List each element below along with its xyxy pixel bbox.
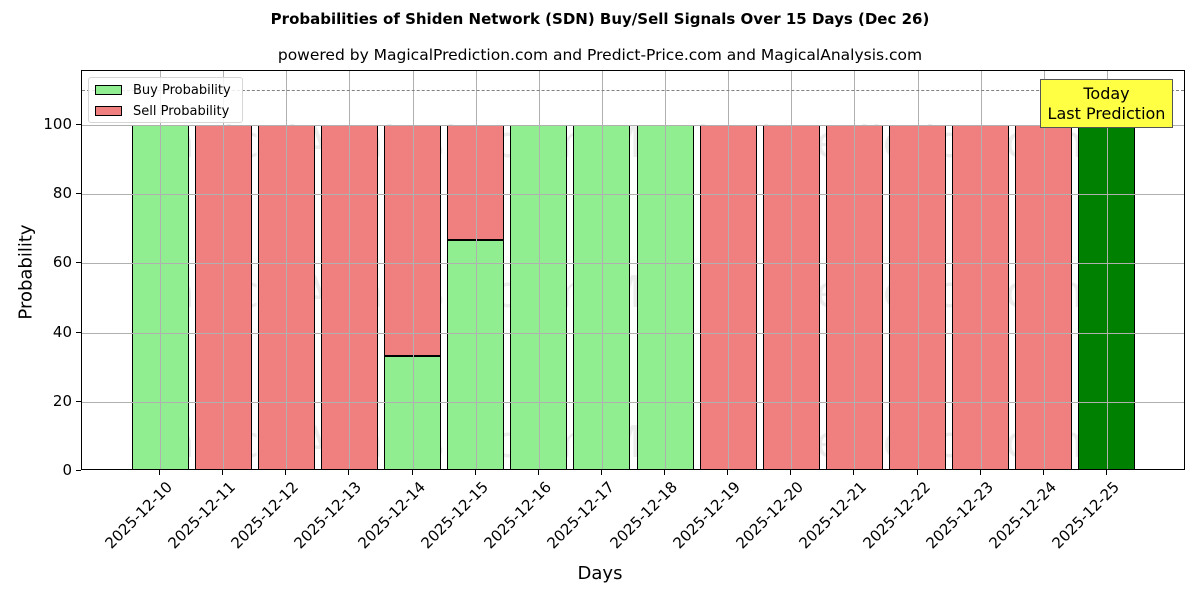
grid-line-horizontal (82, 401, 1184, 403)
y-tick (76, 400, 81, 402)
legend-item-sell: Sell Probability (95, 103, 229, 119)
grid-line-vertical (791, 71, 793, 469)
grid-line-horizontal (82, 263, 1184, 265)
grid-line-vertical (917, 71, 919, 469)
today-label: Today (1083, 84, 1130, 103)
x-tick (159, 470, 160, 475)
x-tick-label: 2025-12-18 (606, 478, 681, 553)
grid-line-horizontal (82, 194, 1184, 196)
x-tick (916, 470, 918, 475)
x-tick-label: 2025-12-10 (101, 478, 176, 553)
legend-buy-label: Buy Probability (133, 82, 231, 98)
x-tick-label: 2025-12-25 (1048, 478, 1123, 553)
x-tick-label: 2025-12-16 (480, 478, 555, 553)
y-tick-label: 0 (62, 461, 72, 479)
x-tick (979, 470, 981, 475)
x-tick (474, 470, 476, 475)
x-tick-label: 2025-12-23 (922, 478, 997, 553)
x-tick (222, 470, 224, 475)
legend: Buy Probability Sell Probability (88, 77, 243, 123)
x-tick-label: 2025-12-14 (354, 478, 429, 553)
y-tick (76, 124, 81, 125)
x-tick-label: 2025-12-20 (732, 478, 808, 553)
y-tick-label: 20 (52, 391, 72, 410)
y-tick-label: 80 (52, 184, 72, 203)
grid-line-vertical (854, 71, 856, 469)
y-tick (76, 193, 81, 195)
legend-item-buy: Buy Probability (95, 82, 231, 98)
grid-line-vertical (538, 71, 540, 469)
grid-line-vertical (1043, 71, 1045, 469)
grid-line-vertical (160, 71, 161, 469)
x-tick (853, 470, 855, 475)
x-tick (664, 470, 666, 475)
y-tick-label: 40 (52, 322, 72, 341)
grid-line-vertical (601, 71, 603, 469)
grid-line-vertical (475, 71, 477, 469)
y-tick-label: 100 (43, 115, 72, 133)
y-tick-label: 60 (52, 253, 72, 272)
x-tick (600, 470, 602, 475)
grid-line-vertical (728, 71, 730, 469)
x-tick-label: 2025-12-24 (985, 478, 1060, 553)
x-tick-label: 2025-12-22 (859, 478, 934, 553)
legend-sell-label: Sell Probability (133, 103, 230, 119)
grid-line-horizontal (82, 332, 1184, 334)
chart-title: Probabilities of Shiden Network (SDN) Bu… (270, 10, 930, 28)
x-tick-label: 2025-12-17 (543, 478, 618, 553)
x-axis-title: Days (577, 563, 623, 584)
grid-line-vertical (980, 71, 982, 469)
sell-swatch (95, 106, 122, 116)
x-tick-label: 2025-12-13 (290, 478, 366, 553)
x-tick (727, 470, 729, 475)
grid-line-vertical (349, 71, 351, 469)
x-tick (1105, 470, 1107, 475)
reference-line (82, 90, 1184, 92)
buy-swatch (95, 85, 122, 95)
x-tick (411, 470, 413, 475)
y-tick (76, 262, 81, 264)
grid-line-horizontal (82, 125, 1184, 126)
y-tick (76, 331, 81, 333)
chart-subtitle: powered by MagicalPrediction.com and Pre… (277, 46, 923, 64)
y-axis-title: Probability (15, 224, 37, 320)
x-tick-label: 2025-12-19 (669, 478, 745, 553)
grid-line-vertical (1106, 71, 1108, 469)
plot-area: MagicalAnalysis.comMagicalAnalysis.comMa… (81, 70, 1185, 470)
x-tick (1042, 470, 1044, 475)
grid-line-vertical (223, 71, 225, 469)
grid-line-vertical (286, 71, 288, 469)
x-tick (285, 470, 287, 475)
x-tick-label: 2025-12-21 (795, 478, 871, 553)
grid-line-vertical (412, 71, 414, 469)
x-tick (348, 470, 350, 475)
last-prediction-label: Last Prediction (1047, 104, 1166, 123)
x-tick-label: 2025-12-12 (227, 478, 303, 553)
grid-line-vertical (665, 71, 667, 469)
today-annotation: Today Last Prediction (1040, 79, 1173, 128)
x-tick (537, 470, 539, 475)
x-tick-label: 2025-12-11 (164, 478, 240, 553)
x-tick (790, 470, 792, 475)
y-tick (76, 470, 81, 471)
